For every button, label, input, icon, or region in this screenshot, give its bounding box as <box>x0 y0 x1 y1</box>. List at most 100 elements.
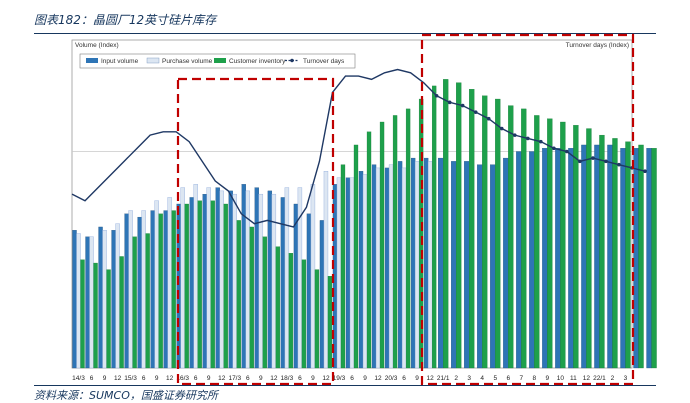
x-tick-label: 8 <box>533 375 537 382</box>
x-tick-label: 2 <box>454 375 458 382</box>
bar-inventory-q26 <box>405 108 411 369</box>
bar-purchase-q27 <box>414 161 420 369</box>
bar-purchase-q19 <box>310 184 316 369</box>
x-tick-label: 10 <box>557 375 565 382</box>
bar-inventory-q20 <box>327 276 333 369</box>
bar-inventory-m12 <box>586 128 592 369</box>
x-tick-label: 12 <box>374 375 382 382</box>
bar-inventory-m17 <box>651 148 657 369</box>
bar-inventory-m5 <box>495 98 501 369</box>
bar-input-q26 <box>397 161 403 369</box>
legend-swatch-purchase <box>146 57 160 64</box>
bar-input-m14 <box>607 144 613 369</box>
bar-input-m3 <box>464 161 470 369</box>
y-right-label: Turnover days (Index) <box>566 42 629 49</box>
bar-input-m11 <box>568 148 574 369</box>
bar-inventory-m10 <box>560 121 566 369</box>
bar-input-q22 <box>345 177 351 369</box>
bar-input-q19 <box>306 213 312 369</box>
turnover-point <box>591 156 595 160</box>
turnover-point <box>512 133 517 137</box>
legend-swatch-inventory <box>214 58 226 63</box>
x-tick-label: 21/1 <box>437 375 450 382</box>
bar-input-q20 <box>319 220 325 369</box>
legend-input: Input volume <box>101 58 139 65</box>
bar-purchase-q7 <box>154 200 159 369</box>
bar-inventory-q7 <box>158 213 163 369</box>
x-tick-label: 12 <box>583 375 591 382</box>
bar-inventory-q3 <box>106 269 111 369</box>
bar-inventory-q12 <box>223 203 228 369</box>
legend-purchase: Purchase volume <box>162 58 213 65</box>
bar-purchase-q11 <box>206 187 211 369</box>
bar-purchase-q9 <box>180 187 185 369</box>
x-tick-label: 6 <box>402 375 406 382</box>
bar-inventory-q10 <box>197 200 202 369</box>
bar-input-q13 <box>228 190 233 369</box>
x-tick-label: 9 <box>155 375 159 382</box>
bar-input-q1 <box>72 230 77 369</box>
bar-purchase-q17 <box>284 187 290 369</box>
bar-inventory-q16 <box>275 246 281 369</box>
bar-purchase-q12 <box>219 190 224 369</box>
x-tick-label: 6 <box>90 375 94 382</box>
bar-purchase-q21 <box>336 177 342 369</box>
x-tick-label: 6 <box>142 375 146 382</box>
bar-input-q24 <box>371 164 377 369</box>
title-rule <box>34 33 656 34</box>
bar-purchase-q22 <box>349 177 355 369</box>
x-tick-label: 17/3 <box>228 375 241 382</box>
x-tick-label: 6 <box>194 375 198 382</box>
bar-input-q10 <box>189 197 194 369</box>
legend-turnover: Turnover days <box>303 58 345 65</box>
source-note: 资料来源：SUMCO，国盛证券研究所 <box>34 389 218 402</box>
bar-input-m2 <box>451 161 457 369</box>
turnover-point <box>486 116 491 121</box>
x-tick-label: 12 <box>166 375 174 382</box>
bar-purchase-q4 <box>115 223 120 369</box>
bar-inventory-m13 <box>599 134 605 369</box>
x-tick-label: 18/3 <box>281 375 294 382</box>
bar-inventory-q14 <box>249 226 254 369</box>
x-tick-label: 6 <box>246 375 250 382</box>
bar-input-q8 <box>163 210 168 369</box>
bar-input-m13 <box>594 144 600 369</box>
x-tick-label: 3 <box>624 375 628 382</box>
turnover-point <box>460 103 465 108</box>
turnover-point <box>617 162 621 167</box>
bar-purchase-q2 <box>89 236 94 369</box>
bar-purchase-q24 <box>375 167 381 369</box>
x-tick-label: 12 <box>270 375 278 382</box>
bar-input-m10 <box>555 148 561 369</box>
bar-inventory-q2 <box>93 262 98 369</box>
bar-inventory-q9 <box>184 203 189 369</box>
turnover-point <box>565 149 569 154</box>
bar-inventory-q6 <box>145 233 150 369</box>
x-tick-label: 19/3 <box>333 375 346 382</box>
bar-inventory-q21 <box>340 164 346 369</box>
bar-inventory-m14 <box>612 138 618 369</box>
turnover-point <box>539 139 543 144</box>
x-tick-label: 9 <box>259 375 263 382</box>
bar-inventory-q1 <box>80 259 85 369</box>
bar-input-m17 <box>646 148 652 369</box>
bar-purchase-q8 <box>167 197 172 369</box>
bar-purchase-q10 <box>193 184 198 369</box>
bar-input-q23 <box>358 171 364 369</box>
bar-inventory-q15 <box>262 236 267 369</box>
bar-input-q14 <box>241 184 246 369</box>
bar-inventory-m9 <box>547 118 553 369</box>
turnover-point <box>499 126 504 131</box>
bar-inventory-q19 <box>314 269 320 369</box>
bar-inventory-q28 <box>431 85 437 369</box>
bar-input-m15 <box>620 148 626 369</box>
x-tick-label: 14/3 <box>72 375 85 382</box>
bar-inventory-m16 <box>638 144 644 369</box>
bar-inventory-m11 <box>573 125 579 369</box>
bar-inventory-m4 <box>482 95 488 369</box>
bar-input-m1 <box>438 157 444 369</box>
turnover-point <box>473 110 478 114</box>
bar-inventory-q22 <box>353 144 359 369</box>
bar-input-q5 <box>124 213 129 369</box>
